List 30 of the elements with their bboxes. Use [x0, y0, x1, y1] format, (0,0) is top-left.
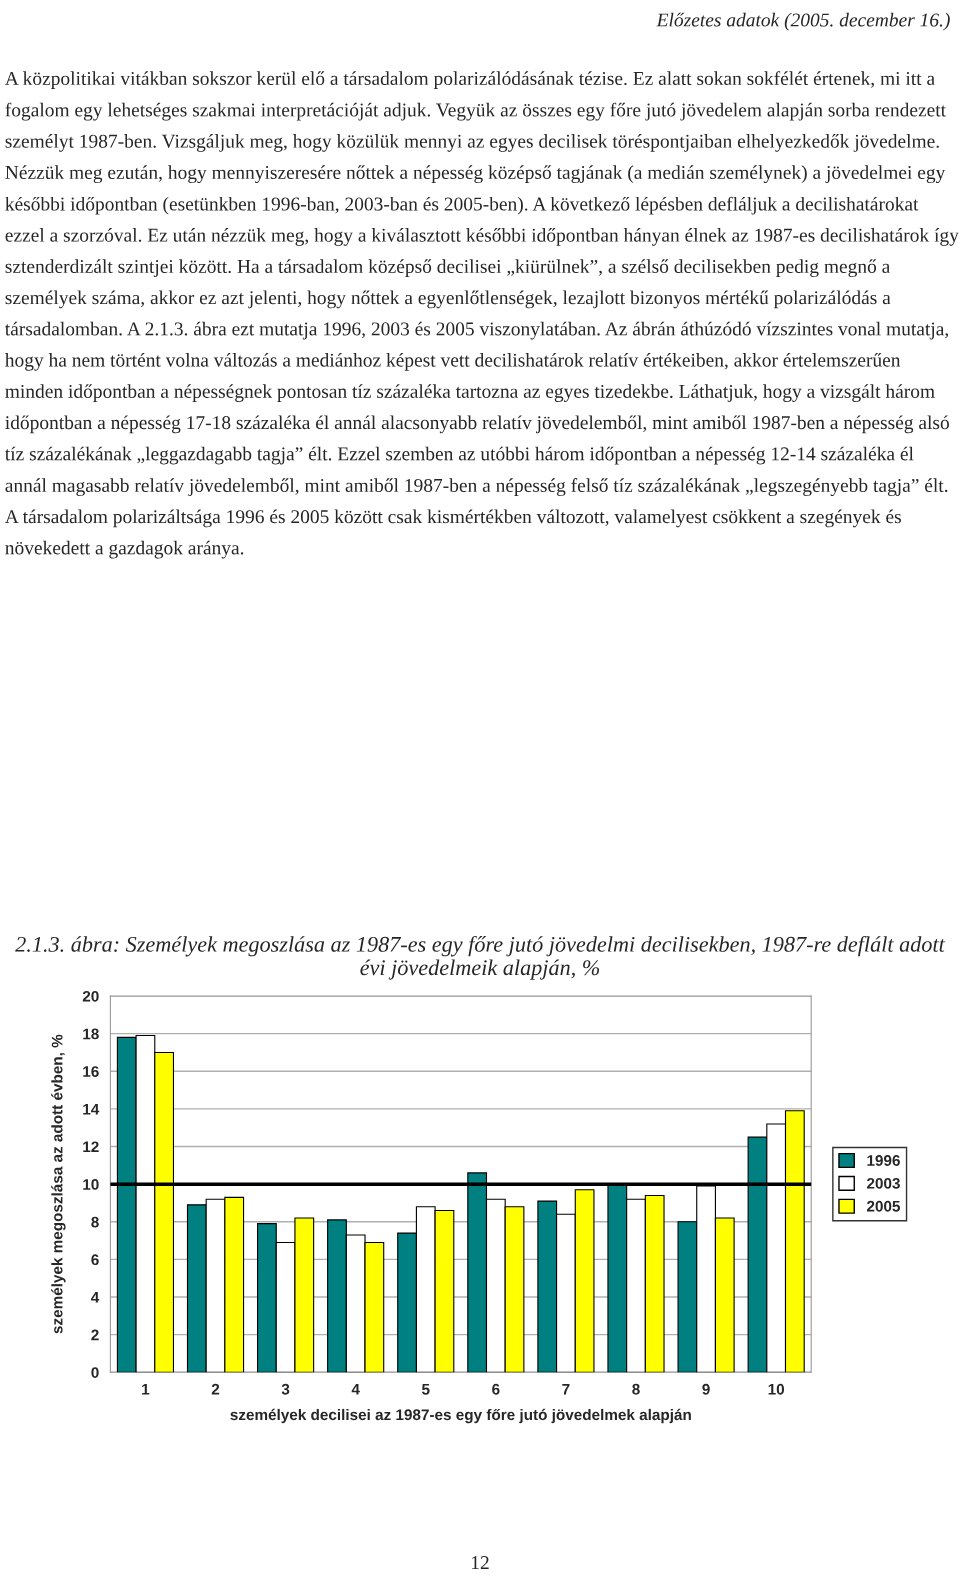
- y-tick-label: 10: [83, 1179, 99, 1190]
- y-axis-title: személyek megoszlása az adott évben, %: [51, 1034, 66, 1334]
- x-tick-label: 4: [351, 1383, 360, 1395]
- x-tick-label: 8: [632, 1383, 640, 1395]
- text: Előzetes adatok (2005. december 16.): [656, 12, 950, 31]
- x-tick-label: 6: [492, 1383, 500, 1395]
- x-tick-label: 2: [211, 1383, 220, 1395]
- y-tick-label: 20: [82, 990, 99, 1002]
- legend-label: 2005: [867, 1200, 901, 1212]
- chart-title: 2.1.3. ábra: Személyek megoszlása az 1987-es egy főre jutó jövedelmi decilisekben, 1987-re deflált adott évi jövedelmeik alapján, %: [15, 935, 946, 980]
- legend-label: 2003: [867, 1177, 900, 1189]
- x-tick-label: 3: [281, 1383, 290, 1395]
- y-tick-label: 8: [91, 1216, 99, 1228]
- legend-label: 1996: [867, 1155, 900, 1166]
- x-axis-title: személyek decilisei az 1987-es egy főre jutó jövedelmek alapján: [230, 1408, 691, 1424]
- x-tick-label: 1: [142, 1383, 150, 1395]
- x-tick-label: 5: [421, 1383, 430, 1395]
- y-tick-label: 16: [83, 1066, 99, 1077]
- y-tick-label: 18: [83, 1028, 99, 1040]
- y-tick-label: 0: [91, 1367, 99, 1378]
- x-tick-label: 9: [702, 1383, 710, 1395]
- y-tick-label: 2: [91, 1329, 99, 1341]
- y-tick-label: 14: [83, 1103, 100, 1115]
- text: 12: [471, 1556, 489, 1569]
- y-tick-label: 12: [83, 1141, 99, 1153]
- x-tick-label: 10: [768, 1383, 785, 1395]
- y-tick-label: 4: [91, 1292, 100, 1303]
- text: A közpolitikai vitákban sokszor kerül elő a társadalom polarizálódásának tézise. Ez alatt sokan sokfélét értenek, mi itt a fogalom egy lehetséges szakmai interpretációját adjuk. Vegyük az összes egy főre jutó jövedelem alapján sorba rendezett személyt 1987-ben. Vizsgáljuk meg, hogy közülük mennyi az egyes decilisek töréspontjaiban elhelyezkedők jövedelme. Nézzük meg ezután, hogy mennyiszeresére nőttek a népesség középső tagjának (a medián személynek) a jövedelmei egy későbbi időpontban (esetünkben 1996-ban, 2003-ban és 2005-ben). A következő lépésben defláljuk a decilishatárokat ezzel a szorzóval. Ez után nézzük meg, hogy a kiválasztott későbbi időpontban hányan élnek az 1987-es decilishatárok így sztenderdizált szintjei között. Ha a társadalom középső decilisei „kiürülnek”, a szélső decilisekben pedig megnő a személyek száma, akkor ez azt jelenti, hogy nőttek a egyenlőtlenségek, lezajlott bizonyos mértékű polarizálódás a társadalomban. A 2.1.3. ábra ezt mutatja 1996, 2003 és 2005 viszonylatában. Az ábrán áthúzódó vízszintes vonal mutatja, hogy ha nem történt volna változás a mediánhoz képest vett decilishatárok relatív értékeiben, akkor értelemszerűen minden időpontban a népességnek pontosan tíz százaléka tartozna az egyes tizedekbe. Láthatjuk, hogy a vizsgált három időpontban a népesség 17-18 százaléka él annál alacsonyabb relatív jövedelemből, mint amiből 1987-ben a népesség alsó tíz százalékának „leggazdagabb tagja” élt. Ezzel szemben az utóbbi három időpontban a népesség 12-14 százaléka él annál magasabb relatív jövedelemből, mint amiből 1987-ben a népesség felső tíz százalékának „legszegényebb tagja” élt. A társadalom polarizáltsága 1996 és 2005 között csak kismértékben változott, valamelyest csökkent a szegények és növekedett a gazdagok aránya.: [4, 71, 959, 559]
- x-tick-label: 7: [562, 1383, 570, 1395]
- y-tick-label: 6: [91, 1254, 99, 1266]
